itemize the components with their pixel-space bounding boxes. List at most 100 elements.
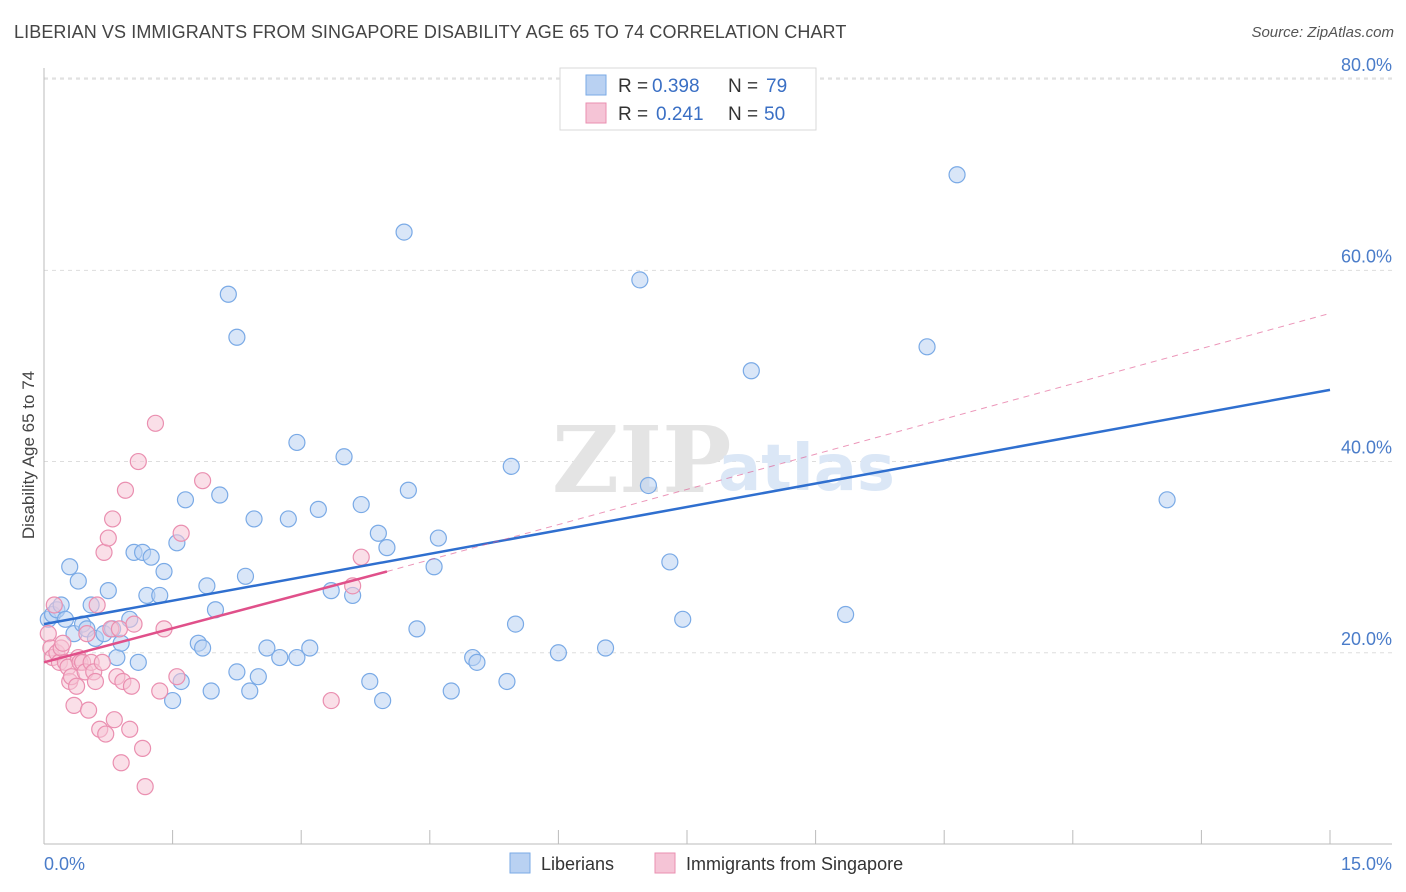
axes: 20.0% 40.0% 60.0% 80.0% <box>43 55 1392 845</box>
series-1-point-51 <box>352 548 370 566</box>
series-0-point-25 <box>164 691 182 710</box>
series-1-point-41 <box>133 739 152 757</box>
series-0-point-31 <box>198 577 216 595</box>
series-1-trend-dashed <box>386 312 1331 572</box>
series-1-point-25 <box>93 653 111 671</box>
bottom-legend: Liberians Immigrants from Singapore <box>509 852 903 874</box>
legend-n-value-2: 50 <box>764 104 785 125</box>
y-tick-label-80: 80.0% <box>1341 55 1392 75</box>
legend-r-value-1: 0.398 <box>652 76 700 97</box>
series-0-point-19 <box>129 653 147 671</box>
legend-r-label-2: R = <box>618 104 648 125</box>
y-tick-label-40: 40.0% <box>1341 438 1392 458</box>
watermark-atlas: atlas <box>718 432 895 506</box>
series-0-point-35 <box>219 285 237 303</box>
series-0-point-68 <box>549 644 568 662</box>
legend-n-value-1: 79 <box>766 76 787 97</box>
series-0-point-5 <box>61 558 79 576</box>
series-1-point-38 <box>122 677 141 695</box>
watermark-zip: ZIP <box>552 406 731 514</box>
bottom-legend-swatch-liberians <box>509 852 531 874</box>
legend-r-label-1: R = <box>618 76 648 97</box>
y-axis-title: Disability Age 65 to 74 <box>19 371 38 539</box>
series-0-point-40 <box>245 510 263 528</box>
series-0-point-36 <box>228 328 246 346</box>
series-0-point-61 <box>429 529 447 547</box>
series-1-point-22 <box>86 672 105 691</box>
series-0-point-54 <box>369 524 387 542</box>
series-0-point-32 <box>202 682 220 700</box>
series-1-trend-line <box>43 570 388 664</box>
series-0-point-41 <box>249 668 267 686</box>
series-0-point-71 <box>639 476 658 495</box>
series-0-point-38 <box>236 567 255 585</box>
series-0-point-52 <box>352 495 370 514</box>
series-1-point-40 <box>129 452 147 471</box>
series-1-point-30 <box>103 510 122 528</box>
series-1-point-33 <box>110 620 129 638</box>
series-0-point-24 <box>155 562 173 581</box>
series-0-point-74 <box>742 362 760 380</box>
series-0-point-7 <box>69 572 87 590</box>
series-0-point-77 <box>948 166 966 184</box>
series-0-point-72 <box>661 553 679 571</box>
watermark: ZIP atlas <box>552 406 895 514</box>
series-1-point-26 <box>95 543 113 561</box>
series-1-point-7 <box>54 634 72 652</box>
y-tick-label-60: 60.0% <box>1341 246 1392 266</box>
series-0-point-28 <box>176 491 195 509</box>
data-points <box>39 166 1176 796</box>
legend-r-value-2: 0.241 <box>656 104 704 125</box>
chart-source: Source: ZipAtlas.com <box>1251 24 1394 41</box>
series-0-point-30 <box>194 639 212 657</box>
series-1-point-23 <box>88 596 106 614</box>
series-1-point-36 <box>116 481 135 499</box>
series-0-point-34 <box>211 486 229 504</box>
series-0-point-76 <box>918 338 936 356</box>
series-1-point-39 <box>125 615 143 633</box>
grid-lines <box>44 77 1392 654</box>
series-0-point-57 <box>395 223 413 241</box>
legend: R = 0.398 N = 79 R = 0.241 N = 50 <box>559 67 817 131</box>
series-0-points <box>39 166 1176 710</box>
series-0-point-22 <box>142 548 160 566</box>
x-tick-label-min: 0.0% <box>44 854 85 874</box>
series-0-point-62 <box>442 682 460 700</box>
series-0-point-42 <box>258 639 276 657</box>
series-1-point-31 <box>105 711 123 729</box>
series-1-point-28 <box>99 529 117 547</box>
series-0-point-55 <box>374 691 392 710</box>
series-0-point-75 <box>837 605 855 624</box>
series-0-point-46 <box>288 648 306 667</box>
series-1-point-49 <box>322 691 340 710</box>
series-1-point-43 <box>146 414 165 432</box>
series-0-point-45 <box>288 433 306 452</box>
series-0-point-60 <box>425 558 443 576</box>
series-1-points <box>39 414 370 796</box>
series-0-point-73 <box>674 610 692 628</box>
trend-lines <box>43 312 1331 664</box>
series-0-point-56 <box>378 539 396 557</box>
series-0-point-50 <box>335 448 353 466</box>
series-0-point-59 <box>408 620 426 638</box>
series-0-point-58 <box>399 481 417 499</box>
series-1-point-34 <box>112 754 130 772</box>
series-0-point-53 <box>361 672 379 691</box>
series-0-point-69 <box>596 639 615 657</box>
series-1-point-13 <box>67 677 86 695</box>
legend-n-label-1: N = <box>728 76 758 97</box>
series-1-point-37 <box>121 720 139 738</box>
series-0-point-48 <box>309 500 327 518</box>
series-0-point-70 <box>631 271 649 289</box>
series-0-point-65 <box>498 672 516 691</box>
series-0-point-44 <box>279 510 297 528</box>
series-0-point-13 <box>99 582 117 600</box>
bottom-legend-liberians: Liberians <box>541 854 614 874</box>
series-1-point-48 <box>194 472 212 490</box>
series-0-point-37 <box>228 663 246 681</box>
x-tick-label-max: 15.0% <box>1341 854 1392 874</box>
series-1-point-3 <box>45 596 63 614</box>
bottom-legend-singapore: Immigrants from Singapore <box>686 854 903 874</box>
chart-title: LIBERIAN VS IMMIGRANTS FROM SINGAPORE DI… <box>14 22 847 42</box>
